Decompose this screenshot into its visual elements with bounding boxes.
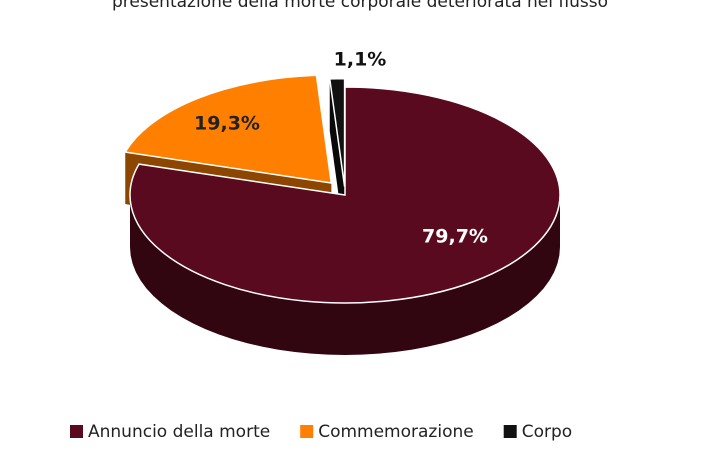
legend-swatch	[70, 425, 83, 438]
legend-label: Annuncio della morte	[88, 422, 270, 442]
legend-label: Commemorazione	[318, 422, 474, 442]
slice	[124, 74, 333, 184]
slice-side	[130, 195, 560, 355]
data-label: 19,3%	[194, 113, 260, 135]
legend-label: Corpo	[522, 422, 572, 442]
legend-swatch	[300, 425, 314, 438]
chart-title: presentazione della morte corporale dete…	[112, 0, 608, 12]
data-label: 1,1%	[334, 49, 387, 71]
legend-swatch	[503, 425, 517, 438]
data-label: 79,7%	[422, 226, 488, 248]
slice	[129, 86, 561, 304]
slice	[328, 77, 346, 187]
